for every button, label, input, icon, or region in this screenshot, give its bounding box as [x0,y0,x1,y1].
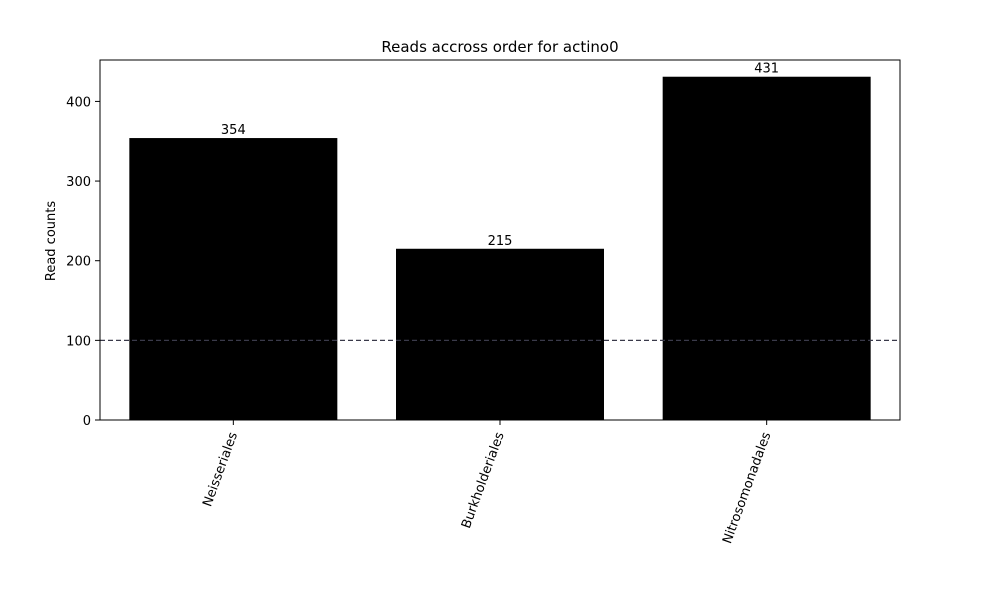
plot-area: 354 215 431 0 100 200 300 400 Neisseriales Burkho… [66,59,901,546]
data-label: 354 [221,123,246,138]
y-tick-label: 200 [66,255,91,270]
bar [129,138,338,420]
y-tick-label: 400 [66,95,91,110]
chart-title: Reads accross order for actino0 [381,38,618,56]
bar [662,76,871,421]
data-label: 431 [754,62,779,77]
x-tick-label: Nitrosomonadales [720,430,774,546]
x-tick-label: Burkholderiales [459,430,508,531]
y-axis-label: Read counts [44,201,59,281]
y-tick-label: 100 [66,334,91,349]
data-label: 215 [488,234,513,249]
x-tick-label: Neisseriales [200,430,241,509]
bar [396,248,604,420]
y-tick-label: 300 [66,175,91,190]
y-tick-label: 0 [83,414,91,429]
